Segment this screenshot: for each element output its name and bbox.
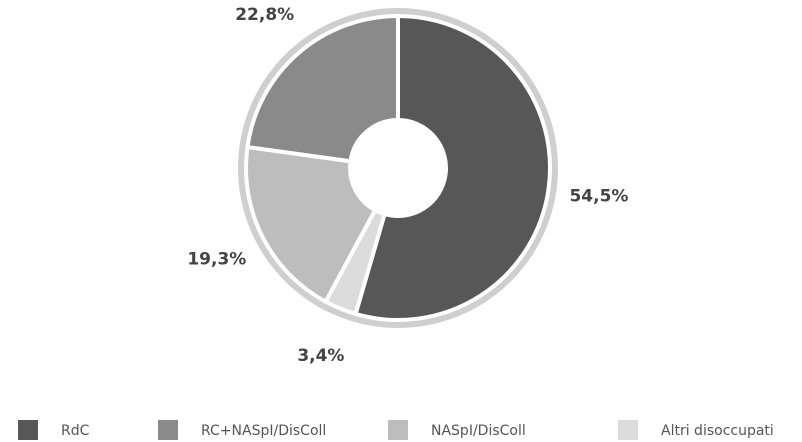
value-label: 54,5% [569, 187, 628, 207]
value-label: 19,3% [187, 250, 246, 270]
legend-label: Altri disoccupati [661, 423, 774, 439]
legend-swatch [618, 420, 638, 440]
legend-swatch [158, 420, 178, 440]
value-label: 22,8% [235, 5, 294, 25]
legend-label: RC+NASpI/DisColl [201, 423, 326, 439]
legend-label: NASpI/DisColl [431, 423, 526, 439]
donut-hole [350, 120, 446, 216]
outer-ring [238, 8, 558, 328]
legend-swatch [388, 420, 408, 440]
legend-label: RdC [61, 423, 90, 439]
value-label: 3,4% [297, 346, 344, 366]
legend-swatch [18, 420, 38, 440]
